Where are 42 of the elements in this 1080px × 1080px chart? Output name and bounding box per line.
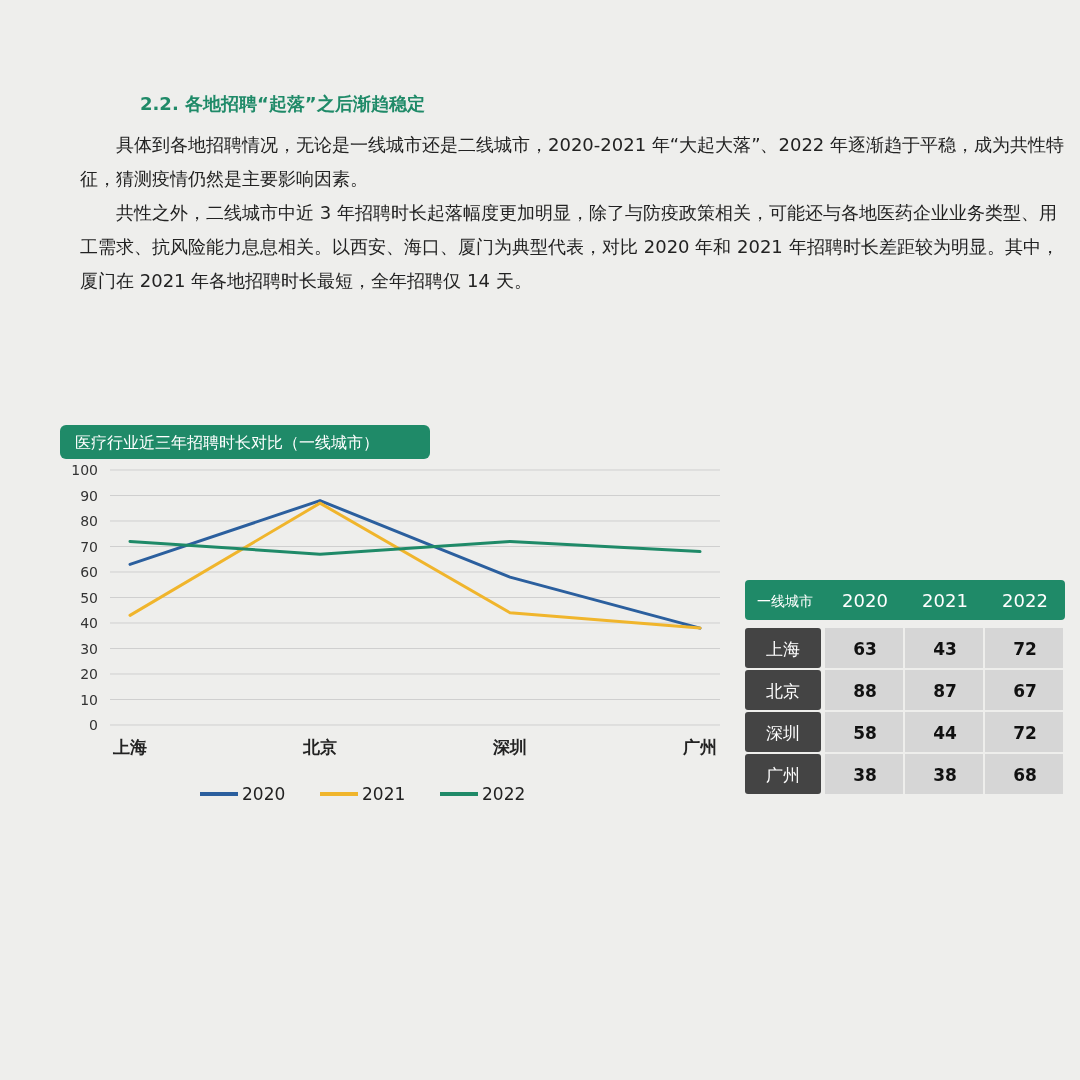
y-tick-label: 70 [80, 538, 98, 555]
y-tick-label: 90 [80, 487, 98, 504]
y-tick-label: 50 [80, 589, 98, 606]
legend-label: 2020 [242, 784, 286, 804]
y-tick-label: 北京 [766, 681, 800, 701]
x-tick-label: 北京 [302, 737, 337, 757]
y-tick-label: 40 [80, 615, 98, 631]
data-label: 88 [853, 681, 877, 701]
y-tick-label: 10 [80, 691, 98, 708]
chart-title: 医疗行业近三年招聘时长对比（一线城市） [75, 433, 379, 452]
y-tick-label: 上海 [766, 639, 800, 659]
y-tick-label: 80 [80, 513, 98, 529]
y-axis-title: 一线城市 [757, 593, 813, 609]
data-label: 68 [1013, 765, 1037, 785]
y-tick-label: 30 [80, 640, 98, 657]
data-label: 67 [1013, 681, 1037, 701]
data-label: 43 [933, 639, 957, 659]
x-tick-label: 2020 [842, 590, 888, 611]
y-tick-label: 深圳 [766, 723, 800, 743]
x-tick-label: 深圳 [492, 737, 527, 757]
data-label: 72 [1013, 723, 1037, 743]
x-tick-label: 2021 [922, 590, 968, 611]
y-tick-label: 20 [80, 666, 98, 682]
y-tick-label: 广州 [766, 765, 800, 785]
y-tick-label: 100 [71, 462, 98, 478]
data-label: 72 [1013, 639, 1037, 659]
y-tick-label: 0 [89, 717, 98, 733]
text: 共性之外，二线城市中近 3 年招聘时长起落幅度更加明显，除了与防疫政策相关，可能还与各地医药企业业务类型、用工需求、抗风险能力息息相关。以西安、海口、厦门为典型代表，对比 2020 年和 2021 年招聘时长差距较为明显。其中，厦门在 2021 年各地招聘时长最短，全年招聘仅 14 天。 [80, 201, 1060, 293]
data-label: 38 [853, 765, 877, 785]
data-label: 44 [933, 723, 957, 743]
data-label: 58 [853, 723, 877, 743]
legend-label: 2022 [482, 784, 526, 804]
x-tick-label: 广州 [682, 737, 717, 757]
text: 2.2. 各地招聘“起落”之后渐趋稳定 [140, 92, 426, 116]
data-label: 38 [933, 765, 957, 785]
x-tick-label: 上海 [112, 737, 147, 757]
data-label: 63 [853, 639, 877, 659]
legend-label: 2021 [362, 784, 406, 804]
text: 具体到各地招聘情况，无论是一线城市还是二线城市，2020-2021 年“大起大落”、2022 年逐渐趋于平稳，成为共性特征，猜测疫情仍然是主要影响因素。 [80, 133, 1065, 191]
y-tick-label: 60 [80, 564, 98, 580]
data-label: 87 [933, 681, 957, 701]
x-tick-label: 2022 [1002, 590, 1048, 611]
